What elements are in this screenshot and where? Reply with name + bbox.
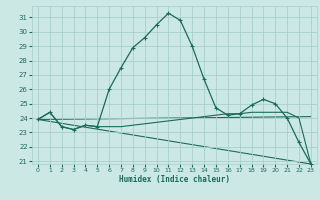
X-axis label: Humidex (Indice chaleur): Humidex (Indice chaleur) xyxy=(119,175,230,184)
